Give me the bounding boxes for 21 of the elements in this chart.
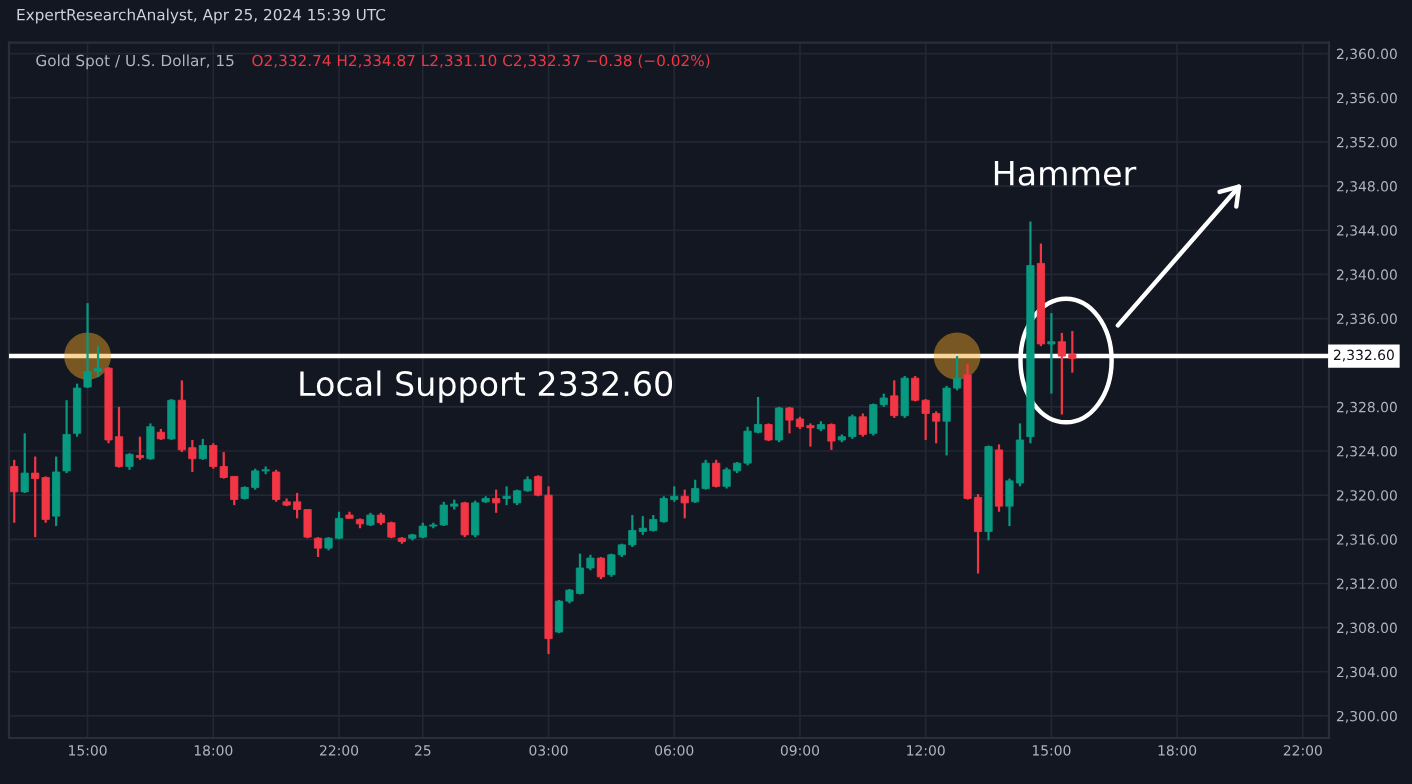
candlestick [20, 432, 29, 495]
ref-line-label: Local Support 2332.60 [300, 370, 673, 403]
candlestick [774, 405, 784, 444]
candlestick [135, 435, 145, 461]
candlestick [712, 458, 721, 489]
candlestick [900, 374, 909, 420]
candlestick [198, 437, 207, 461]
candlestick [827, 422, 836, 452]
candlestick [492, 488, 501, 514]
annotation: Hammer [994, 161, 1137, 186]
candlestick [313, 536, 323, 559]
candlestick [146, 422, 155, 461]
candlestick [10, 458, 19, 524]
candlestick [680, 488, 689, 520]
candlestick [471, 499, 480, 539]
candlestick [460, 500, 469, 539]
candlestick [1047, 311, 1056, 395]
candlestick [272, 468, 281, 503]
candlestick [890, 379, 899, 420]
candlestick [167, 398, 176, 442]
candlestick [858, 412, 867, 438]
